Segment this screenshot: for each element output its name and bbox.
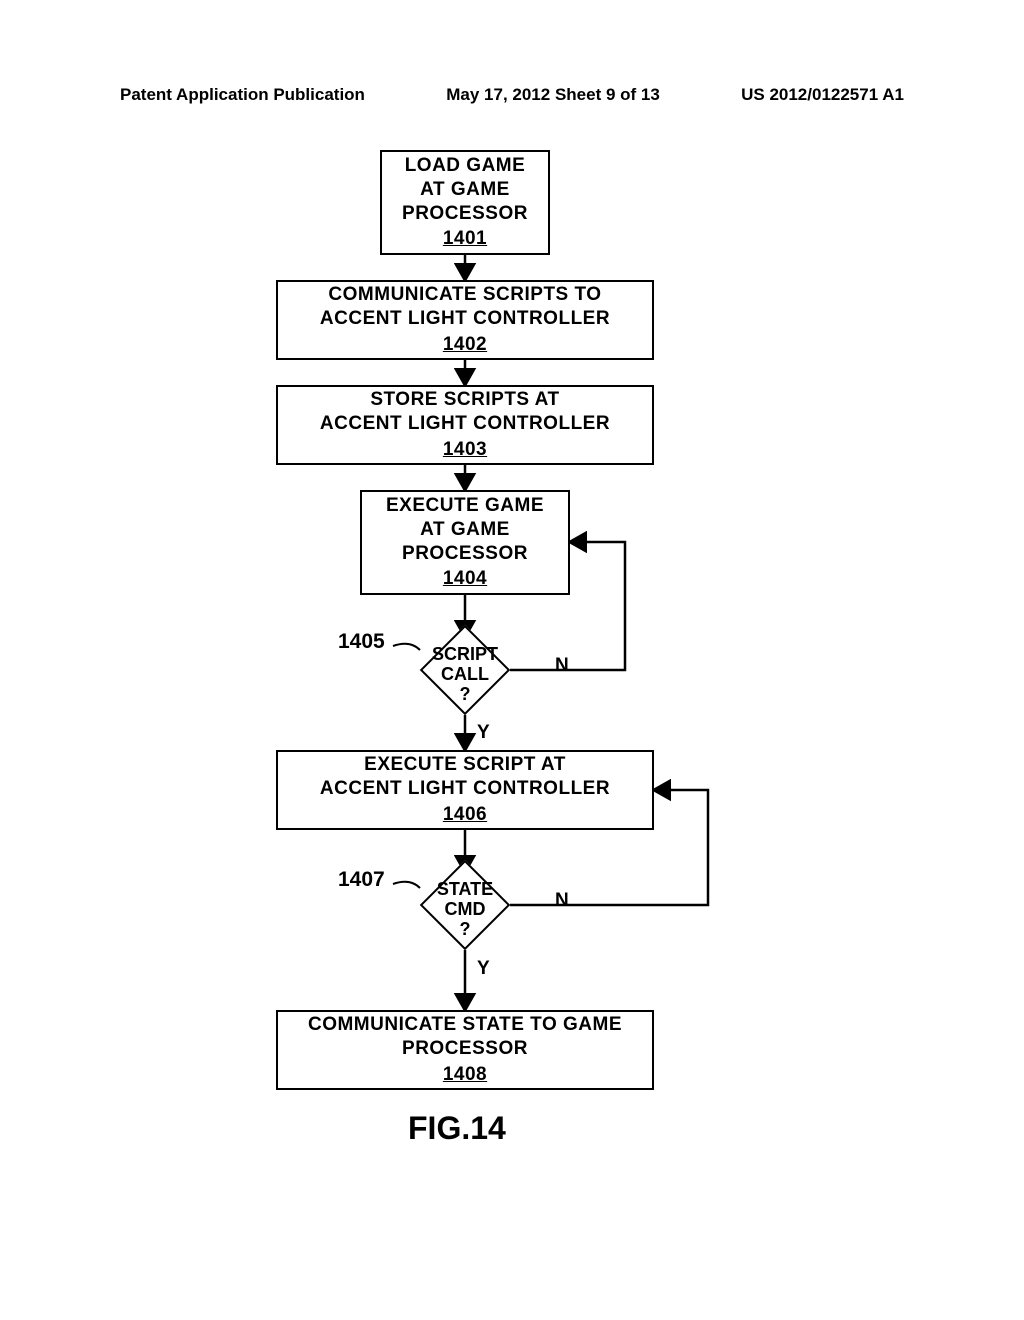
node-load-game: LOAD GAME AT GAME PROCESSOR 1401	[380, 150, 550, 255]
ref-1407: 1407	[338, 868, 385, 892]
node-ref: 1403	[443, 438, 487, 462]
diamond-text: SCRIPT CALL ?	[420, 645, 510, 704]
decision-script-call: SCRIPT CALL ?	[420, 625, 510, 715]
decision-state-cmd: STATE CMD ?	[420, 860, 510, 950]
label-y-7: Y	[477, 958, 490, 980]
node-store-scripts: STORE SCRIPTS AT ACCENT LIGHT CONTROLLER…	[276, 385, 654, 465]
diamond-text: STATE CMD ?	[420, 880, 510, 939]
node-communicate-state: COMMUNICATE STATE TO GAME PROCESSOR 1408	[276, 1010, 654, 1090]
label-n-5: N	[555, 655, 569, 677]
node-ref: 1408	[443, 1063, 487, 1087]
node-ref: 1401	[443, 227, 487, 251]
node-text: LOAD GAME AT GAME PROCESSOR	[402, 154, 528, 225]
node-communicate-scripts: COMMUNICATE SCRIPTS TO ACCENT LIGHT CONT…	[276, 280, 654, 360]
ref-1405: 1405	[338, 630, 385, 654]
page-header: Patent Application Publication May 17, 2…	[0, 85, 1024, 105]
node-text: EXECUTE GAME AT GAME PROCESSOR	[386, 494, 544, 565]
node-ref: 1406	[443, 803, 487, 827]
header-center: May 17, 2012 Sheet 9 of 13	[446, 85, 660, 105]
node-ref: 1402	[443, 333, 487, 357]
node-text: EXECUTE SCRIPT AT ACCENT LIGHT CONTROLLE…	[320, 753, 610, 801]
label-n-7: N	[555, 890, 569, 912]
header-right: US 2012/0122571 A1	[741, 85, 904, 105]
node-text: COMMUNICATE SCRIPTS TO ACCENT LIGHT CONT…	[320, 283, 610, 331]
node-ref: 1404	[443, 567, 487, 591]
figure-label: FIG.14	[408, 1110, 506, 1147]
header-left: Patent Application Publication	[120, 85, 365, 105]
node-execute-game: EXECUTE GAME AT GAME PROCESSOR 1404	[360, 490, 570, 595]
node-text: STORE SCRIPTS AT ACCENT LIGHT CONTROLLER	[320, 388, 610, 436]
node-execute-script: EXECUTE SCRIPT AT ACCENT LIGHT CONTROLLE…	[276, 750, 654, 830]
node-text: COMMUNICATE STATE TO GAME PROCESSOR	[308, 1013, 622, 1061]
label-y-5: Y	[477, 722, 490, 744]
